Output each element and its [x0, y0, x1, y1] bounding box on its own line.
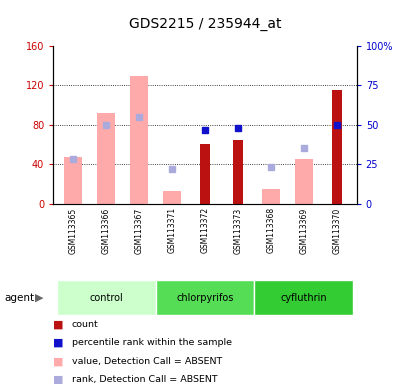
Bar — [97, 113, 115, 204]
Bar — [294, 159, 312, 204]
Text: ■: ■ — [53, 375, 64, 384]
Text: control: control — [89, 293, 123, 303]
Text: GSM113365: GSM113365 — [68, 207, 77, 253]
Text: GSM113369: GSM113369 — [299, 207, 308, 253]
Bar — [64, 157, 82, 204]
Text: agent: agent — [4, 293, 34, 303]
Text: rank, Detection Call = ABSENT: rank, Detection Call = ABSENT — [72, 375, 217, 384]
Text: GSM113372: GSM113372 — [200, 207, 209, 253]
Bar — [162, 191, 181, 204]
Text: GSM113366: GSM113366 — [101, 207, 110, 253]
Bar — [254, 280, 353, 315]
Text: chlorpyrifos: chlorpyrifos — [176, 293, 233, 303]
Text: cyfluthrin: cyfluthrin — [280, 293, 326, 303]
Bar — [200, 144, 209, 204]
Text: ■: ■ — [53, 338, 64, 348]
Text: GSM113367: GSM113367 — [134, 207, 143, 253]
Text: ■: ■ — [53, 356, 64, 366]
Text: value, Detection Call = ABSENT: value, Detection Call = ABSENT — [72, 357, 221, 366]
Text: ■: ■ — [53, 319, 64, 329]
Text: GSM113368: GSM113368 — [266, 207, 275, 253]
Bar — [261, 189, 279, 204]
Bar — [155, 280, 254, 315]
Bar — [331, 90, 341, 204]
Text: GDS2215 / 235944_at: GDS2215 / 235944_at — [128, 17, 281, 31]
Text: GSM113371: GSM113371 — [167, 207, 176, 253]
Text: ▶: ▶ — [35, 293, 43, 303]
Bar — [232, 139, 243, 204]
Bar — [130, 76, 148, 204]
Text: count: count — [72, 320, 98, 329]
Text: GSM113370: GSM113370 — [332, 207, 341, 253]
Text: GSM113373: GSM113373 — [233, 207, 242, 253]
Bar — [56, 280, 155, 315]
Text: percentile rank within the sample: percentile rank within the sample — [72, 338, 231, 348]
